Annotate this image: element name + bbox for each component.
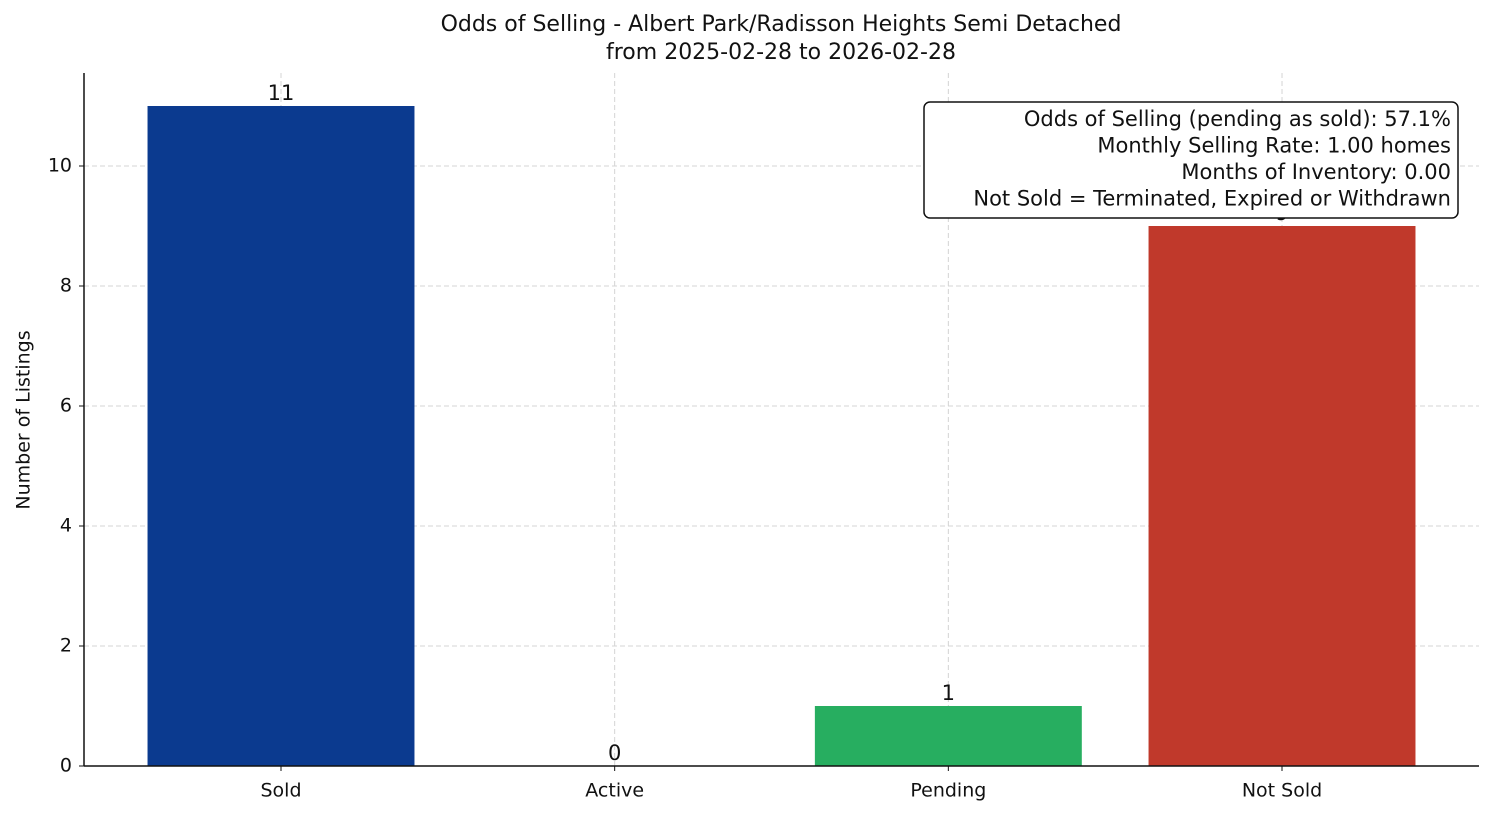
annotation-text: Monthly Selling Rate: 1.00 homes — [1097, 134, 1451, 158]
data-label: 1 — [942, 681, 955, 705]
data-label: 11 — [268, 81, 295, 105]
chart-title: Odds of Selling - Albert Park/Radisson H… — [441, 12, 1122, 37]
y-tick-label: 8 — [60, 275, 72, 297]
y-tick-label: 2 — [60, 635, 72, 657]
annotation-text: Odds of Selling (pending as sold): 57.1% — [1024, 107, 1451, 131]
annotation-text: Months of Inventory: 0.00 — [1181, 160, 1451, 184]
x-tick-label: Sold — [260, 780, 301, 802]
x-tick-label: Pending — [910, 780, 986, 802]
bar — [147, 106, 415, 766]
x-tick-label: Not Sold — [1242, 780, 1322, 802]
chart-subtitle: from 2025-02-28 to 2026-02-28 — [606, 40, 956, 65]
y-tick-label: 0 — [60, 755, 72, 777]
y-tick-label: 10 — [48, 155, 72, 177]
y-axis-label: Number of Listings — [13, 330, 35, 509]
annotation-text: Not Sold = Terminated, Expired or Withdr… — [973, 187, 1451, 211]
y-tick-label: 4 — [60, 515, 72, 537]
bar — [814, 706, 1082, 766]
y-tick-label: 6 — [60, 395, 72, 417]
bars — [147, 106, 1416, 766]
annotation-box — [923, 101, 1459, 219]
data-label: 0 — [608, 741, 621, 765]
x-tick-label: Active — [585, 780, 644, 802]
bar — [1148, 226, 1416, 766]
